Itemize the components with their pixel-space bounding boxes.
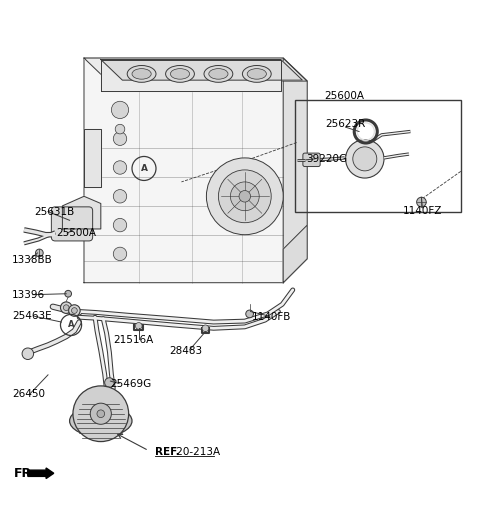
Ellipse shape — [209, 69, 228, 79]
Circle shape — [73, 386, 129, 442]
Text: A: A — [141, 164, 147, 173]
Ellipse shape — [70, 405, 132, 436]
Ellipse shape — [247, 69, 266, 79]
Circle shape — [230, 182, 259, 211]
Circle shape — [353, 147, 377, 171]
Circle shape — [206, 158, 283, 235]
Circle shape — [72, 308, 77, 314]
Text: A: A — [68, 320, 74, 329]
Circle shape — [97, 410, 105, 417]
Circle shape — [65, 290, 72, 297]
Polygon shape — [101, 60, 302, 80]
Circle shape — [115, 124, 125, 134]
Circle shape — [63, 305, 69, 310]
Text: 26450: 26450 — [12, 389, 45, 399]
Circle shape — [113, 247, 127, 261]
Ellipse shape — [166, 65, 194, 82]
Circle shape — [202, 325, 209, 331]
Text: 1140FB: 1140FB — [252, 313, 291, 322]
Text: 25600A: 25600A — [324, 92, 365, 102]
Circle shape — [90, 403, 111, 424]
Text: 21516A: 21516A — [113, 335, 154, 345]
Text: 20-213A: 20-213A — [173, 447, 220, 457]
Ellipse shape — [204, 65, 233, 82]
Polygon shape — [84, 58, 307, 81]
Ellipse shape — [170, 69, 190, 79]
Text: 13396: 13396 — [12, 290, 45, 300]
Circle shape — [105, 378, 114, 387]
Text: 1338BB: 1338BB — [12, 255, 53, 265]
Text: REF.: REF. — [155, 447, 180, 457]
Text: 1140FZ: 1140FZ — [403, 206, 442, 216]
Text: 25463E: 25463E — [12, 311, 52, 321]
FancyBboxPatch shape — [51, 207, 93, 241]
Polygon shape — [101, 60, 281, 91]
Text: 25623R: 25623R — [325, 119, 366, 129]
Text: 25631B: 25631B — [35, 207, 75, 217]
Text: 25500A: 25500A — [57, 228, 96, 238]
Text: 25469G: 25469G — [110, 379, 152, 389]
Circle shape — [36, 249, 43, 257]
Circle shape — [22, 348, 34, 359]
Circle shape — [69, 305, 80, 316]
Polygon shape — [283, 58, 307, 282]
Text: 39220G: 39220G — [306, 154, 348, 164]
Circle shape — [113, 218, 127, 232]
FancyArrow shape — [28, 468, 54, 479]
FancyBboxPatch shape — [303, 153, 320, 167]
Circle shape — [60, 302, 72, 314]
Polygon shape — [84, 58, 307, 282]
Circle shape — [111, 101, 129, 119]
Text: FR.: FR. — [13, 467, 36, 480]
Polygon shape — [62, 196, 101, 229]
Circle shape — [346, 140, 384, 178]
Circle shape — [239, 191, 251, 202]
Ellipse shape — [127, 65, 156, 82]
Circle shape — [135, 323, 142, 329]
Circle shape — [113, 190, 127, 203]
Circle shape — [417, 197, 426, 207]
Circle shape — [246, 310, 253, 318]
Polygon shape — [84, 129, 101, 187]
Bar — [295, 100, 461, 212]
Circle shape — [218, 170, 271, 223]
Circle shape — [113, 161, 127, 174]
Ellipse shape — [132, 69, 151, 79]
Circle shape — [113, 132, 127, 145]
Polygon shape — [283, 225, 307, 282]
Ellipse shape — [242, 65, 271, 82]
Text: 28483: 28483 — [169, 346, 203, 356]
